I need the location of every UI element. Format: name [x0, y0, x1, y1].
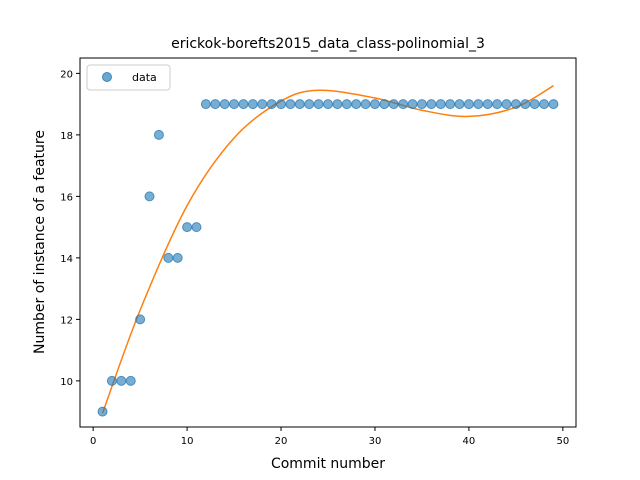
data-point: [473, 99, 484, 110]
data-point: [369, 99, 380, 110]
y-tick-label: 12: [60, 315, 73, 326]
fit-layer: [101, 85, 554, 414]
data-point: [97, 406, 108, 417]
x-axis: 0 10 20 30 40 50: [90, 427, 569, 447]
data-point: [492, 99, 503, 110]
legend-marker-data: [102, 72, 112, 82]
data-point: [407, 99, 418, 110]
data-point: [360, 99, 371, 110]
data-point: [454, 99, 465, 110]
y-tick-label: 18: [60, 131, 73, 142]
data-point: [135, 314, 146, 325]
points-layer: [97, 99, 559, 417]
data-point: [182, 222, 193, 233]
data-point: [426, 99, 437, 110]
data-point: [520, 99, 531, 110]
chart-title: erickok-borefts2015_data_class-polinomia…: [171, 36, 485, 52]
data-point: [379, 99, 390, 110]
data-point: [285, 99, 296, 110]
x-tick-label: 20: [275, 436, 288, 447]
data-point: [304, 99, 315, 110]
data-point: [435, 99, 446, 110]
data-point: [172, 252, 183, 263]
data-point: [416, 99, 427, 110]
data-point: [332, 99, 343, 110]
plot-area: [80, 58, 576, 427]
plot-frame: [79, 57, 577, 428]
data-point: [116, 375, 127, 386]
legend-box: [86, 64, 171, 91]
data-point: [351, 99, 362, 110]
data-point: [323, 99, 333, 110]
y-axis: 10 12 14 16 18 20: [60, 69, 80, 388]
fit-curve: [101, 85, 554, 414]
data-point: [266, 99, 277, 110]
x-axis-label: Commit number: [271, 456, 385, 472]
x-tick-label: 0: [90, 436, 96, 447]
x-tick-label: 30: [369, 436, 382, 447]
data-point: [210, 99, 221, 110]
data-point: [153, 129, 164, 140]
data-point: [294, 99, 305, 110]
legend-label-data: data: [132, 71, 157, 84]
data-point: [163, 252, 174, 263]
data-point: [445, 99, 456, 110]
data-point: [144, 191, 155, 202]
data-point: [313, 99, 324, 110]
data-point: [388, 99, 399, 110]
data-point: [238, 99, 249, 110]
y-tick-label: 10: [60, 377, 73, 388]
data-point: [398, 99, 409, 110]
data-point: [191, 222, 202, 233]
data-point: [219, 99, 230, 110]
data-point: [482, 99, 493, 110]
data-point: [125, 375, 136, 386]
data-point: [247, 99, 258, 110]
data-point: [501, 99, 512, 110]
x-tick-label: 40: [463, 436, 476, 447]
data-point: [539, 99, 550, 110]
data-point: [463, 99, 474, 110]
data-point: [510, 99, 521, 110]
data-point: [106, 375, 117, 386]
y-axis-label: Number of instance of a feature: [32, 130, 48, 354]
y-tick-label: 16: [60, 192, 73, 203]
data-point: [257, 99, 268, 110]
data-point: [276, 99, 287, 110]
x-tick-label: 50: [556, 436, 569, 447]
data-point: [229, 99, 240, 110]
y-tick-label: 20: [60, 69, 73, 80]
x-tick-label: 10: [181, 436, 194, 447]
data-point: [200, 99, 211, 110]
legend: data: [86, 64, 171, 91]
data-point: [341, 99, 352, 110]
data-point: [529, 99, 540, 110]
data-point: [548, 99, 559, 110]
y-tick-label: 14: [60, 254, 73, 265]
